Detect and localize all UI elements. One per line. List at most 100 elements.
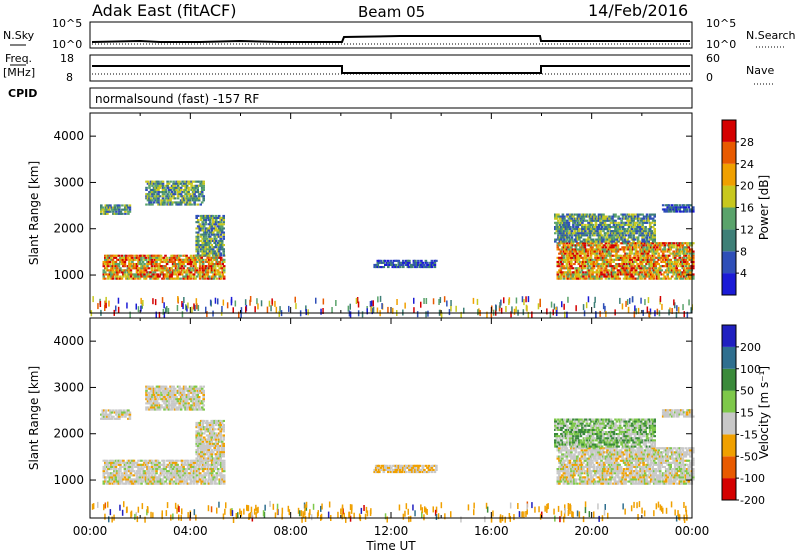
echo-cell [675,267,678,270]
echo-cell [554,232,557,235]
echo-cell [104,472,107,475]
echo-cell [201,223,204,226]
echo-cell [218,463,221,466]
echo-cell [642,238,646,241]
echo-cell [680,250,683,253]
echo-cell [196,442,200,445]
echo-cell [160,393,163,396]
echo-cell [116,461,119,464]
echo-cell [647,228,650,231]
echo-cell [655,263,659,266]
echo-cell [598,271,602,274]
echo-cell [149,404,153,407]
echo-cell [202,426,206,429]
echo-cell [195,421,198,424]
echo-cell [561,236,565,239]
echo-cell [573,273,576,276]
echo-cell [420,259,423,262]
echo-cell [628,258,632,261]
echo-cell [109,206,112,209]
echo-cell [114,275,118,278]
echo-cell [612,267,615,270]
echo-cell [373,263,376,266]
echo-cell [196,197,199,200]
echo-cell [609,260,612,263]
echo-cell [583,265,587,268]
echo-cell [151,406,154,409]
echo-cell [686,256,689,259]
echo-cell [213,241,216,244]
echo-cell [119,468,122,471]
echo-cell [210,275,214,278]
echo-cell [219,265,223,268]
speckle-cell [416,311,419,318]
echo-cell [390,261,393,264]
echo-cell [627,277,630,280]
echo-cell [620,230,623,233]
echo-cell [554,221,557,224]
echo-cell [680,271,683,274]
echo-cell [202,446,206,449]
echo-cell [663,210,666,213]
echo-cell [568,246,572,249]
echo-cell [203,267,206,270]
echo-cell [564,236,568,239]
echo-cell [116,208,120,211]
echo-cell [634,246,638,249]
echo-cell [627,226,631,229]
echo-cell [147,256,151,259]
echo-cell [104,258,107,261]
echo-cell [218,472,221,475]
echo-cell [582,213,586,216]
echo-cell [153,275,157,278]
echo-cell [201,470,205,473]
echo-cell [565,271,569,274]
echo-cell [640,260,644,263]
echo-cell [194,404,198,407]
echo-cell [183,472,187,475]
echo-cell [606,228,610,231]
echo-cell [622,260,626,263]
echo-cell [143,472,146,475]
echo-cell [201,438,204,441]
echo-cell [640,273,644,276]
echo-cell [583,260,587,263]
echo-cell [176,470,179,473]
echo-cell [119,269,122,272]
echo-cell [157,184,160,187]
echo-cell [196,436,200,439]
echo-cell [194,256,197,259]
echo-cell [678,254,682,257]
echo-cell [604,265,608,268]
echo-cell [577,248,581,251]
echo-cell [179,465,182,468]
echo-cell [576,277,579,280]
echo-cell [215,478,218,481]
echo-cell [179,398,183,401]
echo-cell [568,250,572,253]
echo-cell [562,252,566,255]
echo-cell [385,261,389,264]
echo-cell [153,474,157,477]
echo-cell [121,208,124,211]
echo-cell [426,263,429,266]
echo-cell [648,230,652,233]
echo-cell [594,240,598,243]
echo-cell [417,261,420,264]
echo-cell [646,242,650,245]
echo-cell [156,482,160,485]
echo-cell [126,468,130,471]
echo-cell [595,256,599,259]
echo-cell [201,275,205,278]
echo-cell [638,230,641,233]
echo-cell [104,204,108,207]
echo-cell [687,267,691,270]
echo-cell [411,266,414,269]
echo-cell [583,277,587,280]
echo-cell [651,254,654,257]
echo-cell [396,266,399,269]
echo-cell [393,259,396,262]
echo-cell [170,476,173,479]
echo-cell [153,267,157,270]
